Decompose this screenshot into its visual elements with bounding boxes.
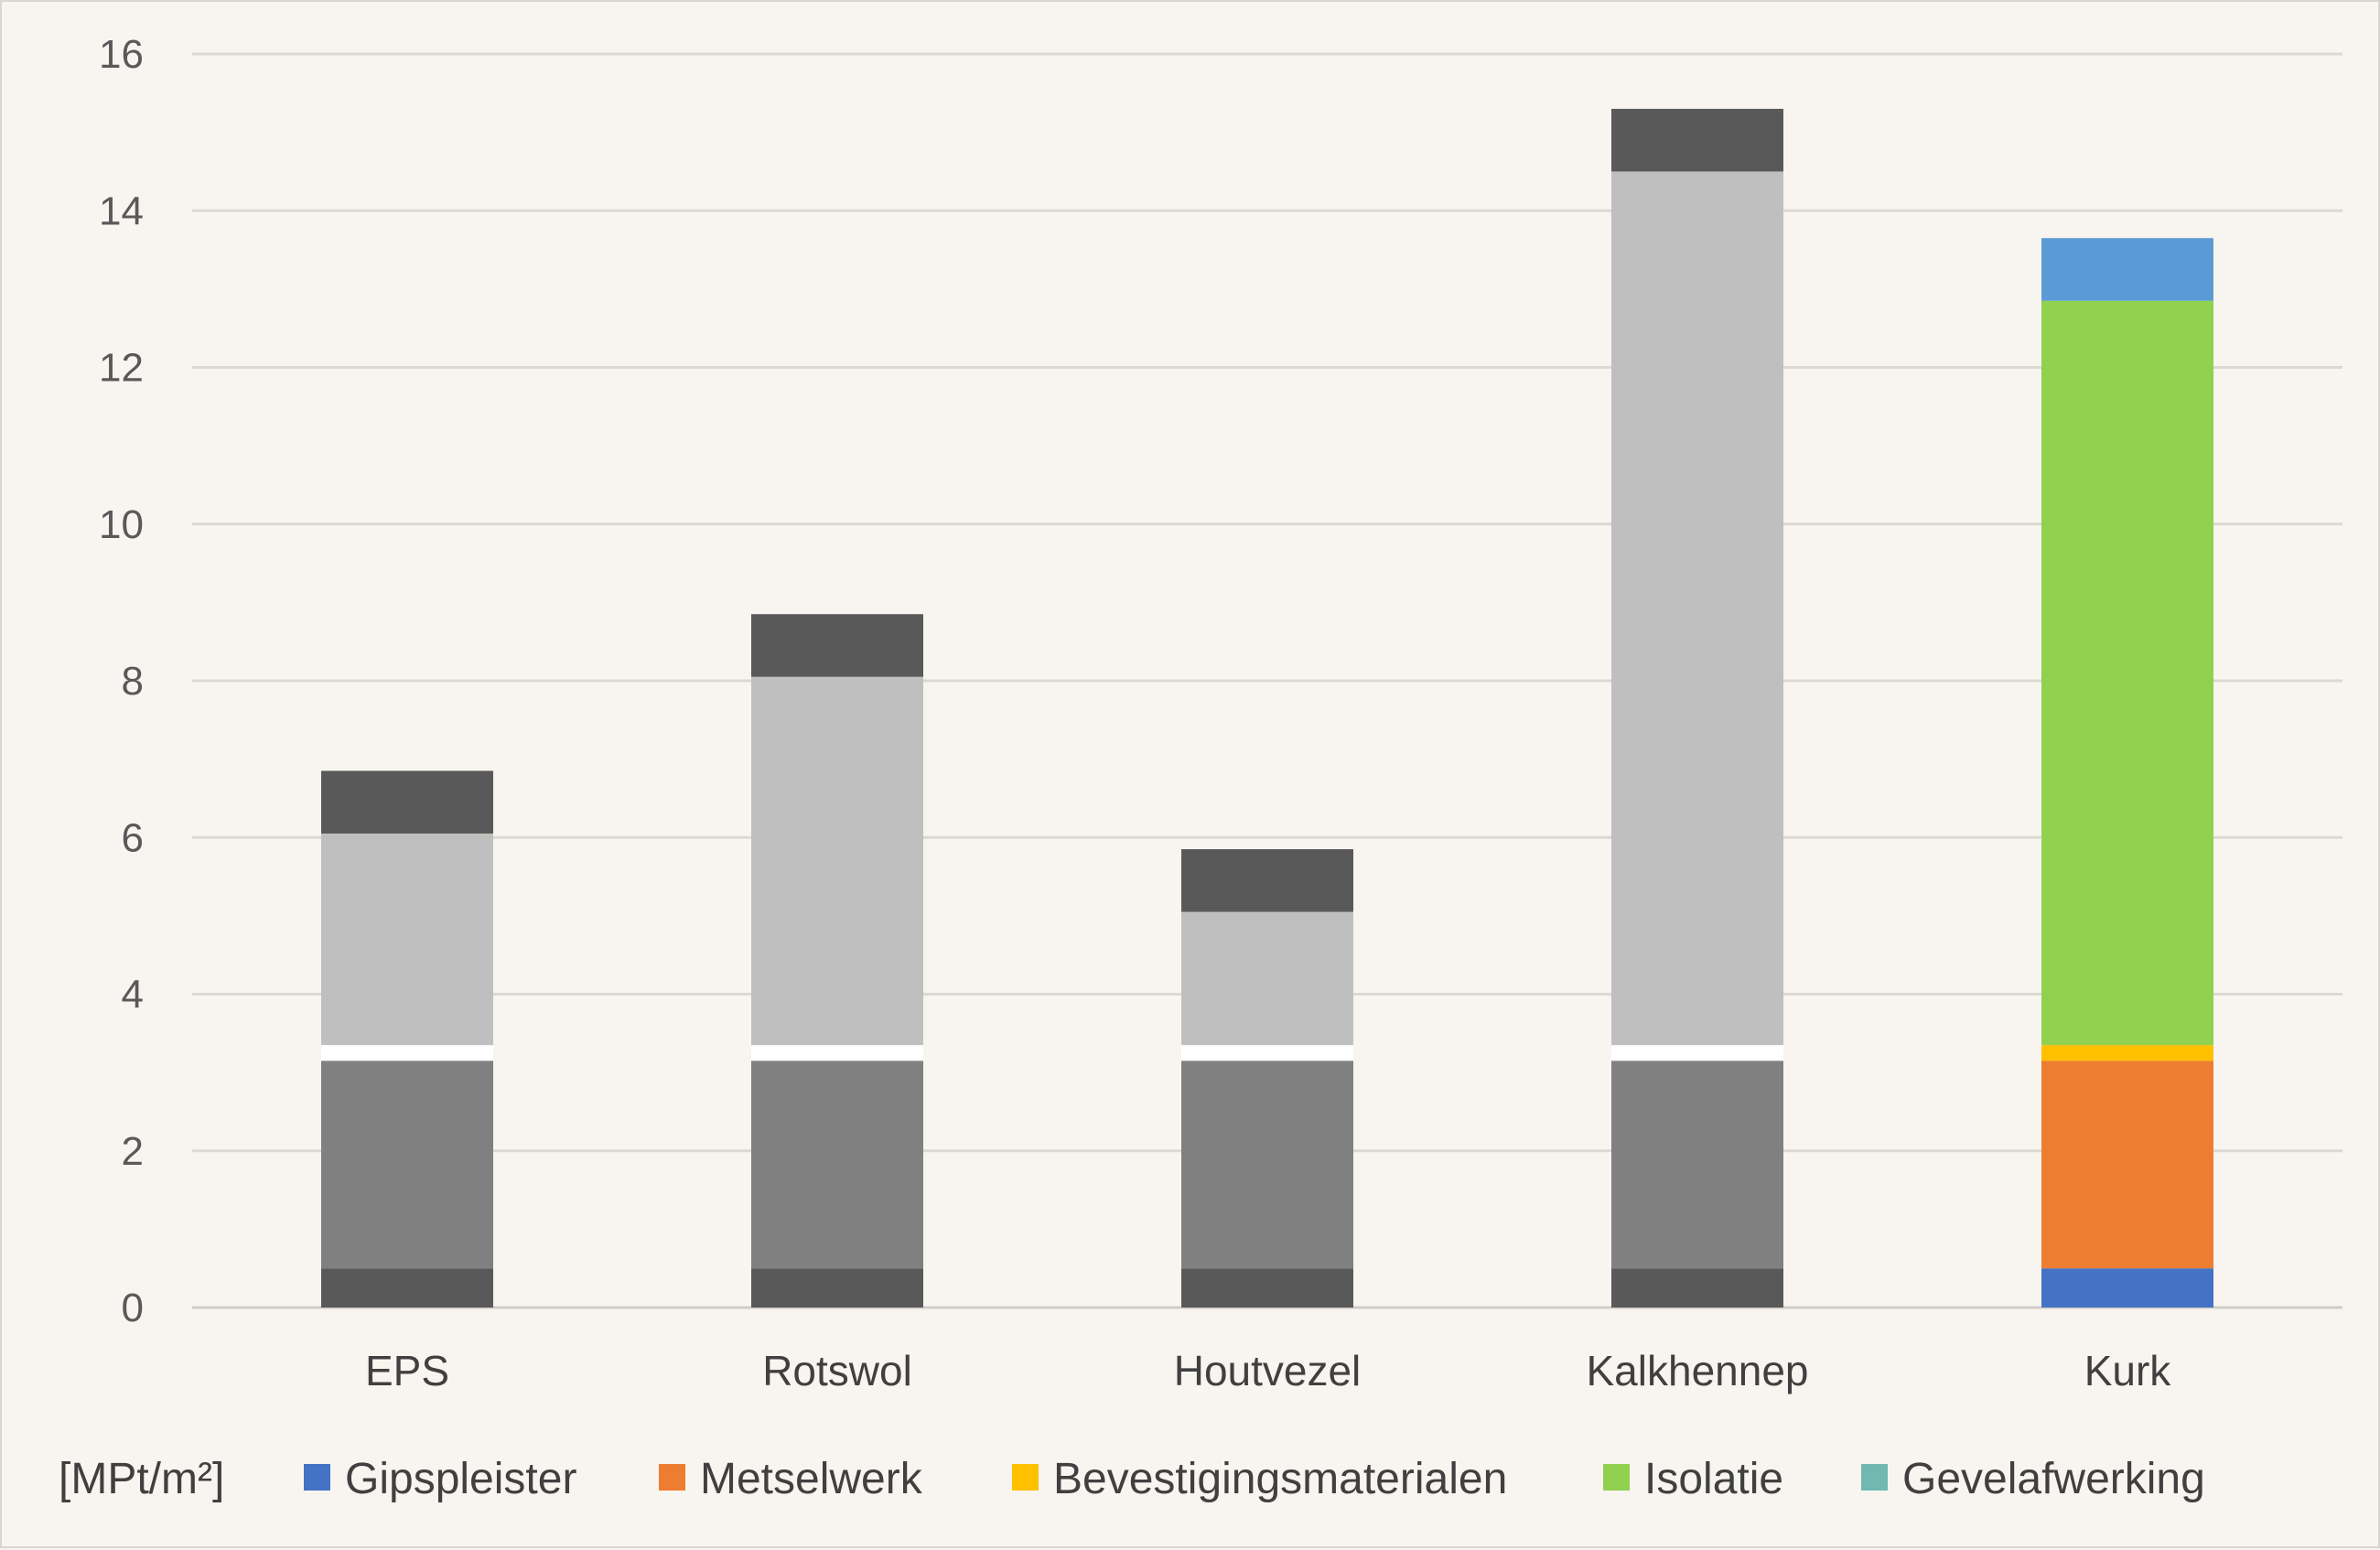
category-label: Rotswol xyxy=(762,1347,912,1394)
bar-segment xyxy=(1181,1045,1353,1061)
y-tick-label: 4 xyxy=(122,973,144,1017)
y-tick-label: 8 xyxy=(122,659,144,704)
bar-segment xyxy=(321,1045,493,1061)
legend-label: Gevelafwerking xyxy=(1902,1455,2205,1503)
bar-segment xyxy=(1181,1268,1353,1308)
bar-segment xyxy=(751,614,923,677)
bar-segment xyxy=(2041,1060,2213,1269)
bar-segment xyxy=(2041,238,2213,301)
legend-swatch xyxy=(304,1464,330,1491)
category-label: Kurk xyxy=(2084,1347,2172,1394)
y-tick-label: 6 xyxy=(122,815,144,860)
bar-segment xyxy=(1181,849,1353,912)
unit-label: [MPt/m²] xyxy=(59,1455,224,1503)
y-tick-label: 2 xyxy=(122,1129,144,1174)
legend-swatch xyxy=(1861,1464,1888,1491)
y-tick-label: 0 xyxy=(122,1286,144,1330)
bar-segment xyxy=(1611,171,1783,1046)
bar-segment xyxy=(751,1045,923,1061)
bar-segment xyxy=(1181,1060,1353,1269)
bar-segment xyxy=(2041,1268,2213,1308)
bar-segment xyxy=(321,1060,493,1269)
category-label: Houtvezel xyxy=(1174,1347,1362,1394)
legend-swatch xyxy=(659,1464,685,1491)
bar-segment xyxy=(2041,1045,2213,1061)
legend-label: Gipspleister xyxy=(345,1455,576,1503)
bar-segment xyxy=(321,833,493,1046)
bar-segment xyxy=(1181,911,1353,1046)
y-tick-label: 14 xyxy=(99,188,144,233)
bar-segment xyxy=(2041,300,2213,1046)
legend-label: Isolatie xyxy=(1644,1455,1783,1503)
legend-swatch xyxy=(1603,1464,1630,1491)
bar-segment xyxy=(751,1268,923,1308)
category-label: EPS xyxy=(365,1347,449,1394)
bar-segment xyxy=(751,1060,923,1269)
bar-segment xyxy=(321,1268,493,1308)
legend-label: Metselwerk xyxy=(700,1455,923,1503)
bar-segment xyxy=(1611,1045,1783,1061)
bar-segment xyxy=(1611,1268,1783,1308)
y-tick-label: 16 xyxy=(99,32,144,77)
bar-segment xyxy=(751,676,923,1046)
bar-segment xyxy=(1611,108,1783,172)
legend-label: Bevestigingsmaterialen xyxy=(1053,1455,1507,1503)
y-tick-label: 10 xyxy=(99,502,144,547)
bar-segment xyxy=(321,770,493,834)
y-tick-label: 12 xyxy=(99,346,144,391)
legend-swatch xyxy=(1012,1464,1039,1491)
bar-segment xyxy=(1611,1060,1783,1269)
category-label: Kalkhennep xyxy=(1587,1347,1809,1394)
